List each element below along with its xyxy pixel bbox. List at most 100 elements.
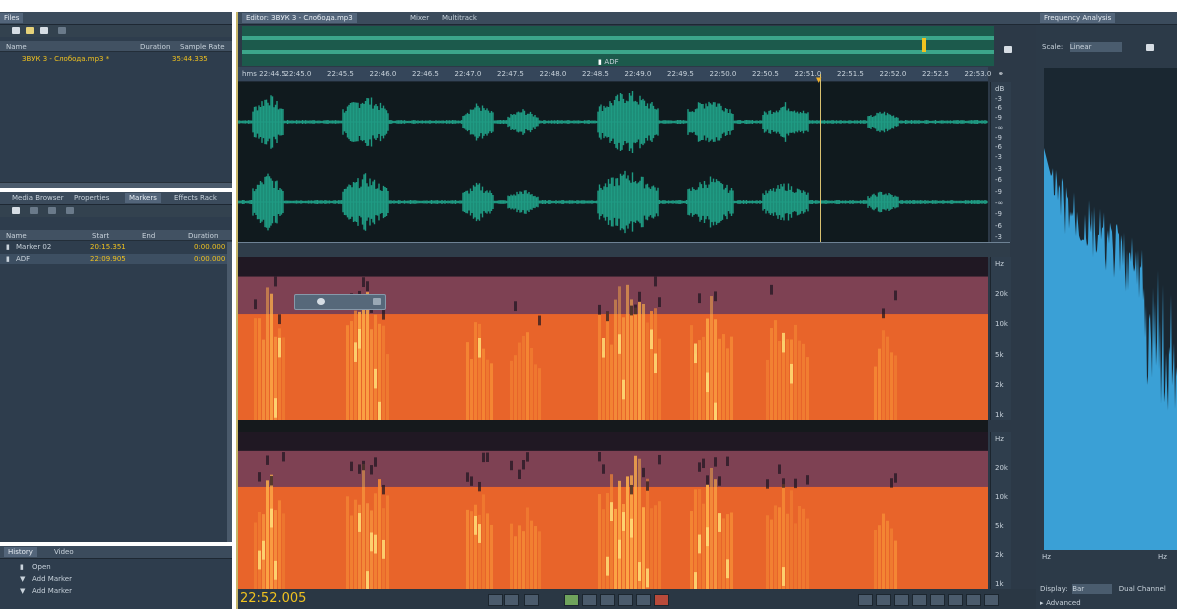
advanced-toggle[interactable]: ▸ Advanced	[1040, 598, 1081, 608]
spectrogram-energy	[254, 451, 897, 589]
tab-markers[interactable]: Markers	[125, 193, 161, 203]
scale-label: Hz	[995, 260, 1004, 268]
history-item-label: Open	[32, 563, 51, 571]
channel-divider[interactable]	[238, 242, 1010, 258]
time-ruler[interactable]: hms 22:44.5 22:45.0 22:45.5 22:46.0 22:46.5 2…	[238, 67, 991, 82]
col-marker-name[interactable]: Name	[6, 232, 27, 240]
scale-label: Scale:	[1042, 43, 1064, 51]
scale-label: 2k	[995, 551, 1004, 559]
stop-button[interactable]	[488, 594, 503, 606]
files-toolbar	[0, 25, 232, 37]
forward-end-button[interactable]	[636, 594, 651, 606]
freq-options-icon[interactable]	[1146, 44, 1154, 51]
tab-video[interactable]: Video	[54, 548, 74, 556]
spectrogram-top-band	[238, 432, 988, 451]
marker-start: 22:09.905	[90, 255, 126, 263]
scale-label: 1k	[995, 411, 1004, 419]
spectrogram-right-channel[interactable]	[238, 432, 988, 589]
spectrogram-left-channel[interactable]	[238, 257, 988, 420]
rewind-start-button[interactable]	[582, 594, 597, 606]
tab-history[interactable]: History	[4, 547, 37, 557]
display-label: Display:	[1040, 585, 1068, 593]
record-button[interactable]	[654, 594, 669, 606]
overview-waveform[interactable]	[242, 26, 994, 66]
current-time-display[interactable]: 22:52.005	[240, 591, 307, 606]
display-select[interactable]: Bar	[1072, 584, 1113, 594]
editor-panel: Editor: ЗВУК 3 - Слобода.mp3 Mixer Multi…	[236, 12, 1036, 609]
spectral-frequency-scale[interactable]: Hz 20k 10k 5k 2k 1k	[990, 432, 1011, 589]
tab-properties[interactable]: Properties	[74, 194, 110, 202]
play-button[interactable]	[504, 594, 519, 606]
markers-scrollbar[interactable]	[227, 242, 232, 542]
col-sample-rate[interactable]: Sample Rate	[180, 43, 225, 51]
marker-row[interactable]: ▮ ADF 22:09.905 0:00.000	[0, 254, 232, 264]
loop-button[interactable]	[564, 594, 579, 606]
playhead-marker-icon[interactable]: ▼	[816, 76, 822, 84]
tab-mixer[interactable]: Mixer	[410, 14, 430, 22]
scale-select[interactable]: Linear	[1069, 42, 1122, 52]
col-marker-duration[interactable]: Duration	[188, 232, 219, 240]
scale-label: 20k	[995, 464, 1008, 472]
waveform-display[interactable]	[238, 82, 988, 242]
freq-axis-left: Hz	[1042, 553, 1051, 561]
col-name[interactable]: Name	[6, 43, 27, 51]
spectral-frequency-scale[interactable]: Hz 20k 10k 5k 2k 1k	[990, 257, 1011, 420]
zoom-in-amplitude-button[interactable]	[858, 594, 873, 606]
zoom-right-edge-button[interactable]	[984, 594, 999, 606]
export-marker-icon[interactable]	[66, 207, 74, 214]
files-scrollbar[interactable]	[0, 182, 232, 188]
tab-editor[interactable]: Editor: ЗВУК 3 - Слобода.mp3	[242, 13, 357, 23]
marker-row[interactable]: ▮ Marker 02 20:15.351 0:00.000	[0, 242, 232, 252]
col-end[interactable]: End	[142, 232, 156, 240]
import-icon[interactable]	[40, 27, 48, 34]
waveform-db-scale[interactable]: dB -3 -6 -9 -∞ -9 -6 -3	[990, 82, 1011, 162]
hud-control[interactable]	[294, 294, 386, 310]
zoom-left-edge-button[interactable]	[966, 594, 981, 606]
history-item[interactable]: ▼ Add Marker	[0, 574, 232, 584]
tab-effects-rack[interactable]: Effects Rack	[174, 194, 217, 202]
scale-label: -3	[995, 94, 1002, 103]
history-item[interactable]: ▮ Open	[0, 562, 232, 572]
hud-pin-icon[interactable]	[373, 298, 381, 305]
markers-panel: Media Browser Properties Markers Effects…	[0, 192, 232, 542]
zoom-out-full-button[interactable]	[930, 594, 945, 606]
fast-forward-button[interactable]	[618, 594, 633, 606]
history-item[interactable]: ▼ Add Marker	[0, 586, 232, 596]
rewind-button[interactable]	[600, 594, 615, 606]
dual-channel-option[interactable]: Dual Channel	[1118, 585, 1166, 593]
ruler-tick-label: 22:45.5	[327, 70, 354, 78]
zoom-out-full-icon[interactable]	[1004, 46, 1012, 53]
open-folder-icon[interactable]	[26, 27, 34, 34]
marker-icon: ▮	[6, 243, 10, 251]
col-duration[interactable]: Duration	[140, 43, 171, 51]
history-item-label: Add Marker	[32, 587, 72, 595]
headphones-icon[interactable]: ⚭	[998, 70, 1004, 78]
pause-button[interactable]	[524, 594, 539, 606]
file-row[interactable]: ЗВУК 3 - Слобода.mp3 * 35:44.335	[0, 54, 232, 64]
add-marker-icon[interactable]	[12, 207, 20, 214]
tab-multitrack[interactable]: Multitrack	[442, 14, 477, 22]
zoom-in-time-button[interactable]	[894, 594, 909, 606]
history-item-label: Add Marker	[32, 575, 72, 583]
tab-frequency-analysis[interactable]: Frequency Analysis	[1040, 13, 1116, 23]
playhead-indicator[interactable]	[922, 38, 926, 52]
delete-marker-icon[interactable]	[30, 207, 38, 214]
marker-duration: 0:00.000	[194, 243, 226, 251]
waveform-db-scale[interactable]: -3 -6 -9 -∞ -9 -6 -3	[990, 162, 1011, 242]
tab-files[interactable]: Files	[0, 13, 24, 23]
merge-marker-icon[interactable]	[48, 207, 56, 214]
ruler-tick-label: 22:45.0	[284, 70, 312, 78]
new-file-icon[interactable]	[12, 27, 20, 34]
close-file-icon[interactable]	[58, 27, 66, 34]
frequency-graph[interactable]	[1044, 68, 1177, 550]
zoom-out-amplitude-button[interactable]	[876, 594, 891, 606]
scale-label: -6	[995, 221, 1002, 230]
col-start[interactable]: Start	[92, 232, 110, 240]
ruler-tick-label: 22:46.5	[412, 70, 439, 78]
tab-media-browser[interactable]: Media Browser	[12, 194, 64, 202]
hud-knob-icon[interactable]	[317, 298, 325, 305]
scale-label: 10k	[995, 493, 1008, 501]
zoom-selection-button[interactable]	[948, 594, 963, 606]
marker-flag[interactable]: ▮ ADF	[598, 57, 619, 67]
zoom-out-time-button[interactable]	[912, 594, 927, 606]
